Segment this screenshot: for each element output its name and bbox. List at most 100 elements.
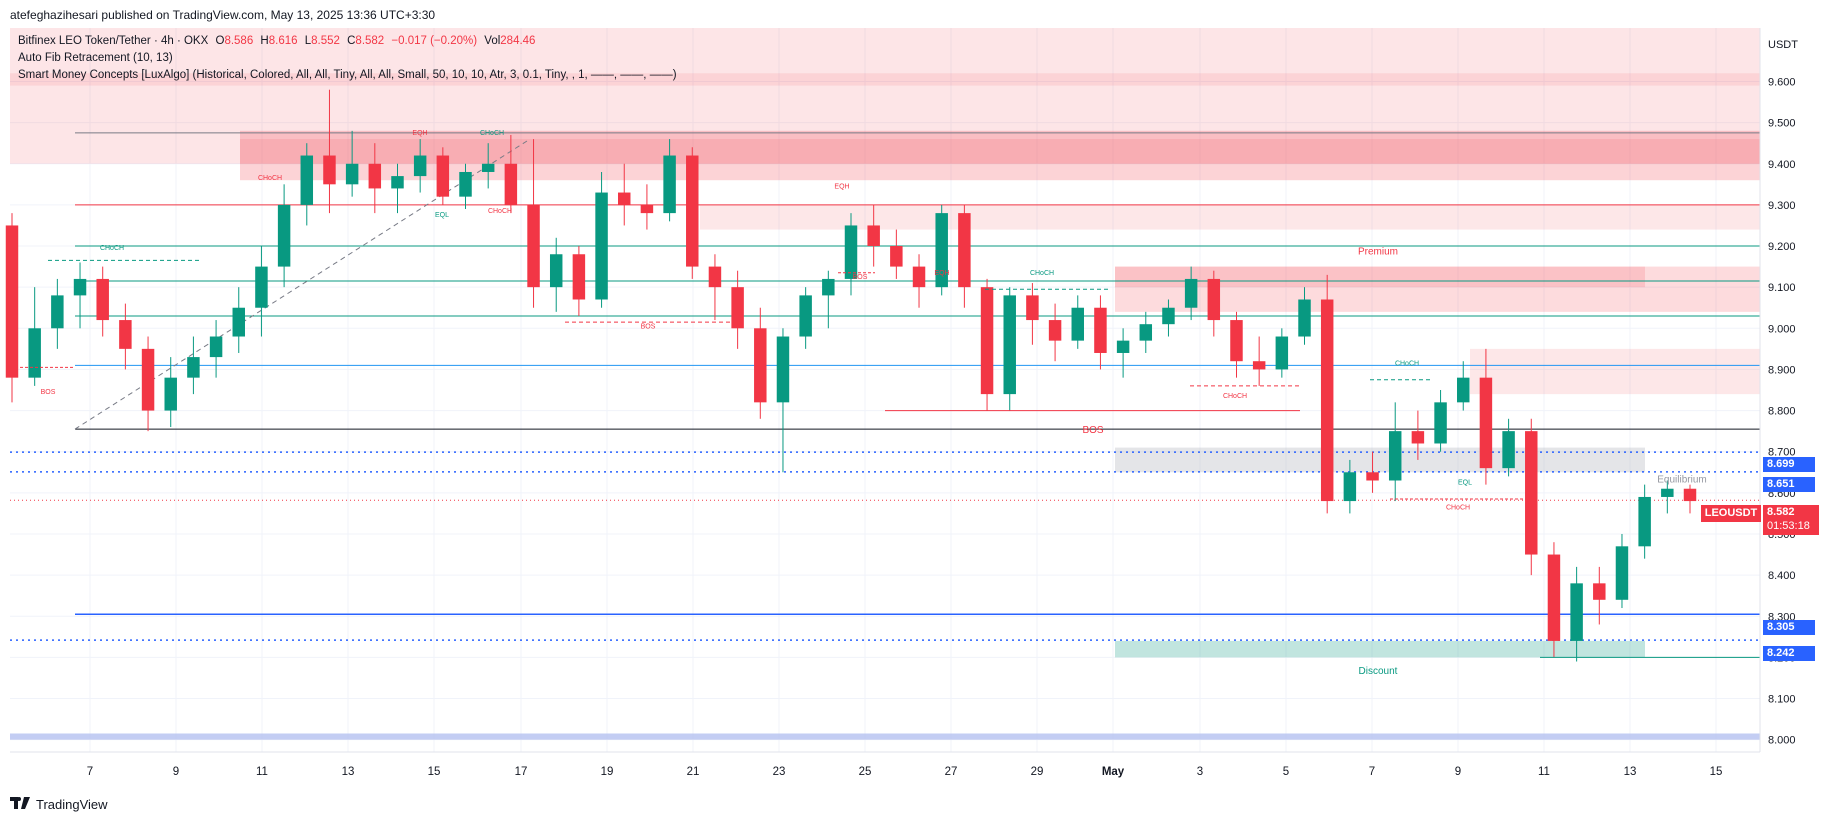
- x-tick-label: 11: [256, 766, 268, 778]
- candle: [1071, 295, 1084, 349]
- candle-body: [1207, 278, 1221, 321]
- level-tag-8242: 8.242: [1763, 646, 1815, 661]
- equilibrium-label: Equilibrium: [1657, 475, 1706, 486]
- candle-body: [754, 328, 767, 403]
- candle-body: [958, 213, 971, 288]
- candle: [1593, 566, 1606, 625]
- candle: [527, 139, 540, 308]
- candle: [1525, 418, 1538, 576]
- candle-body: [1048, 320, 1062, 341]
- candle: [51, 278, 64, 349]
- candle: [164, 357, 177, 428]
- level-lines: [10, 132, 1760, 641]
- candle-body: [28, 328, 41, 378]
- candle-body: [1502, 431, 1515, 469]
- candle-body: [799, 295, 812, 337]
- premium-label: Premium: [1358, 246, 1398, 257]
- premium-zone: [1115, 266, 1760, 312]
- bos-label-major: BOS: [1082, 425, 1103, 436]
- candle-body: [1003, 295, 1016, 395]
- candle: [890, 229, 903, 279]
- x-tick-label: 29: [1031, 766, 1044, 778]
- candle-body: [708, 266, 722, 288]
- candle-body: [300, 155, 314, 205]
- tradingview-logo-icon: [10, 796, 30, 812]
- candle-body: [1434, 402, 1447, 444]
- candle: [708, 254, 722, 321]
- x-tick-label: 5: [1283, 766, 1289, 778]
- candle: [822, 270, 835, 329]
- indicator-fib[interactable]: Auto Fib Retracement (10, 13): [18, 52, 173, 64]
- eqh-label: EQH: [934, 270, 949, 277]
- candle-body: [255, 266, 268, 308]
- candle-body: [890, 246, 903, 267]
- legend-open-label: O: [215, 35, 225, 47]
- y-tick-label: 9.600: [1768, 76, 1796, 88]
- candle: [1457, 361, 1470, 411]
- candle-body: [1479, 377, 1493, 469]
- candle: [1003, 287, 1016, 411]
- candle-body: [345, 163, 359, 185]
- candle-body: [1071, 307, 1084, 341]
- candle-body: [867, 225, 880, 247]
- candle: [776, 328, 790, 473]
- x-tick-label: 11: [1538, 766, 1550, 778]
- y-tick-label: 8.000: [1768, 735, 1796, 747]
- candle-body: [595, 192, 608, 300]
- choch-label-bull: CHoCH: [1030, 270, 1054, 277]
- bos-label: BOS: [41, 389, 56, 396]
- legend-low-label: L: [304, 35, 312, 47]
- level-tag-8305: 8.305: [1763, 620, 1815, 635]
- candle: [1683, 484, 1697, 514]
- tradingview-logo[interactable]: TradingView: [10, 796, 108, 812]
- candle: [1252, 336, 1266, 386]
- candle-body: [187, 357, 200, 378]
- publisher-bar: atefeghazihesari published on TradingVie…: [0, 0, 1835, 28]
- legend-vol-label: Vol: [484, 35, 501, 47]
- candle-body: [980, 287, 994, 395]
- candle: [1048, 303, 1062, 362]
- candle-body: [1388, 431, 1402, 481]
- last-price: 8.582: [1767, 506, 1795, 518]
- candle: [277, 184, 291, 288]
- candle: [640, 184, 654, 230]
- candle-body: [323, 155, 336, 185]
- choch-label-bear: CHoCH: [488, 208, 512, 215]
- eql-label: EQL: [1458, 480, 1472, 487]
- candle-body: [1162, 307, 1175, 325]
- indicator-smc[interactable]: Smart Money Concepts [LuxAlgo] (Historic…: [18, 69, 677, 81]
- candle-body: [1320, 299, 1334, 502]
- candle: [799, 287, 812, 349]
- candle: [1661, 480, 1674, 514]
- supply-zone-2: [700, 204, 1760, 230]
- candle-body: [1094, 307, 1107, 353]
- legend-low: 8.552: [311, 35, 340, 47]
- level-tag-8699: 8.699: [1763, 457, 1815, 472]
- y-tick-label: 9.400: [1768, 159, 1796, 171]
- candle: [844, 213, 858, 296]
- x-tick-label: 13: [1624, 766, 1637, 778]
- choch-label-bear: CHoCH: [258, 175, 282, 182]
- candle-body: [935, 213, 948, 288]
- candle: [754, 307, 767, 419]
- choch-label-bull: CHoCH: [100, 245, 124, 252]
- candle: [5, 213, 19, 403]
- x-tick-label: 7: [1369, 766, 1375, 778]
- eqh-label: EQH: [412, 130, 427, 137]
- candle: [1094, 295, 1107, 370]
- candle-body: [663, 155, 676, 214]
- candle: [1570, 566, 1583, 662]
- candle: [1230, 311, 1243, 378]
- candle: [1320, 274, 1334, 514]
- candle: [549, 237, 563, 312]
- candles[interactable]: [5, 89, 1697, 662]
- supply-zone-3: [1470, 348, 1760, 395]
- y-tick-label: 9.100: [1768, 282, 1796, 294]
- candle-body: [776, 336, 790, 403]
- candle: [1638, 484, 1651, 559]
- candle: [1434, 390, 1447, 452]
- discount-label: Discount: [1359, 666, 1398, 677]
- last-price-tag: 8.582 01:53:18: [1763, 505, 1819, 535]
- y-tick-label: 8.800: [1768, 406, 1796, 418]
